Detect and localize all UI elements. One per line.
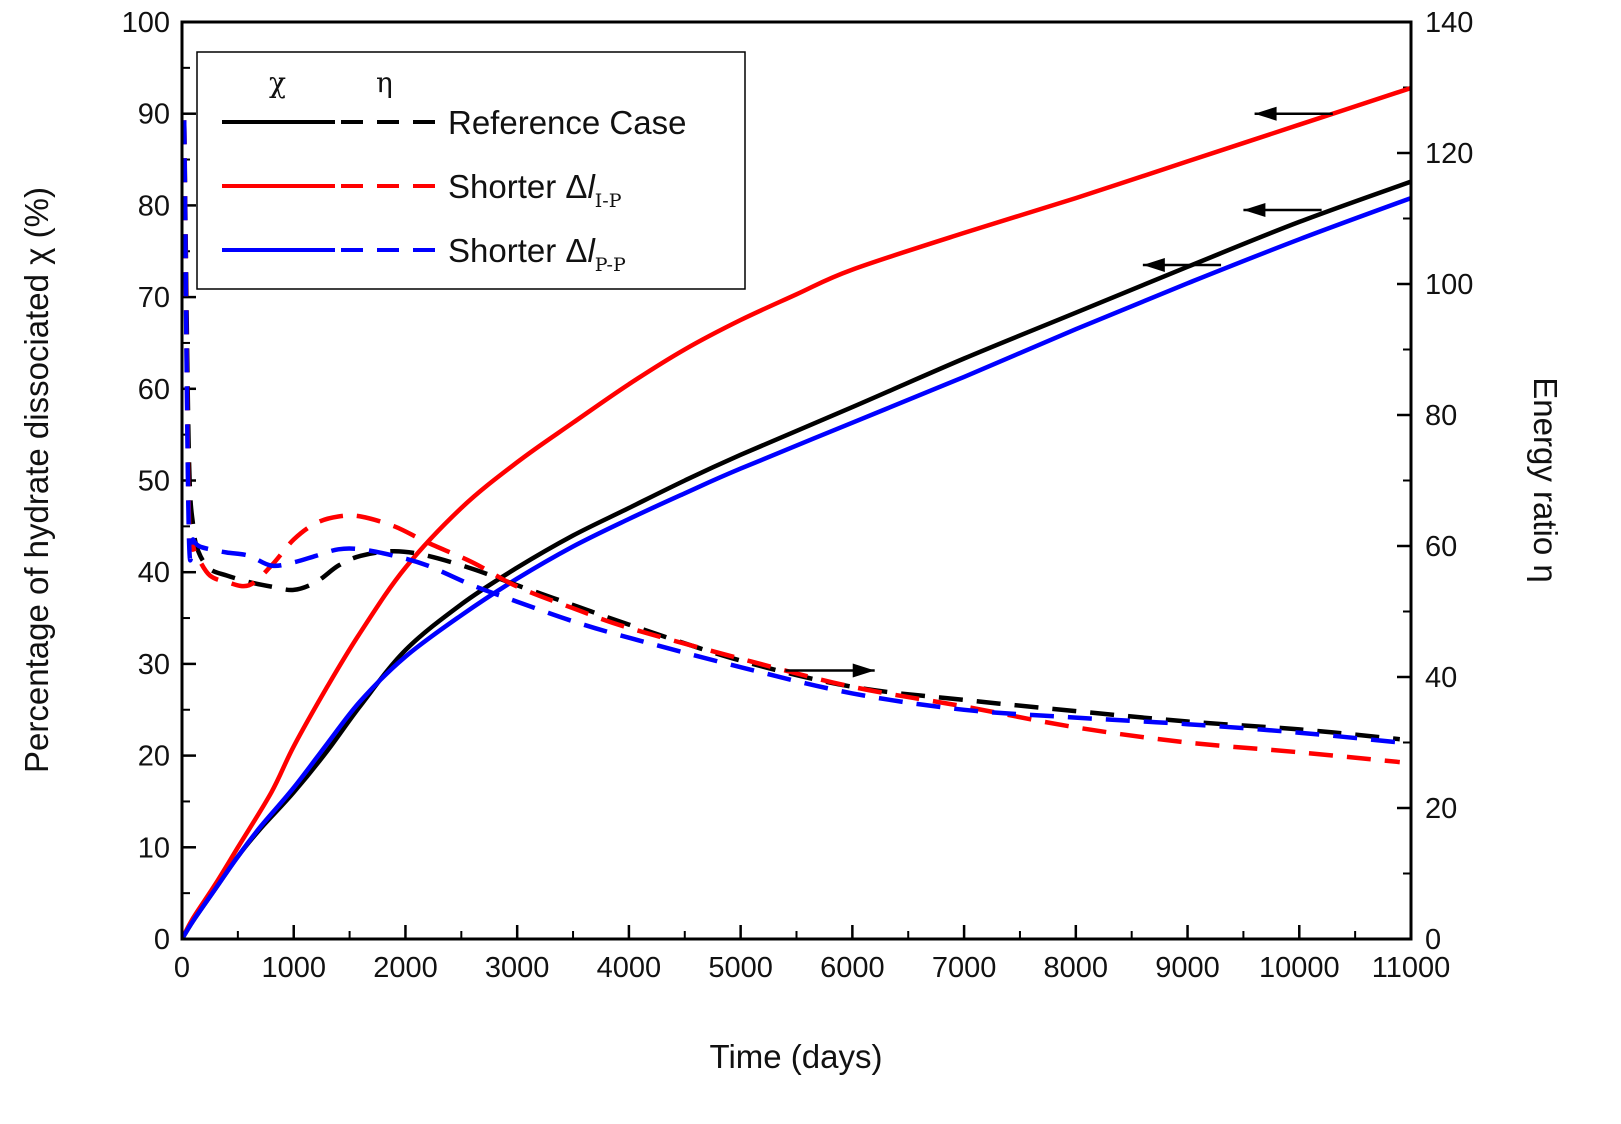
arrow-head	[1254, 106, 1277, 121]
y-left-tick-label: 40	[138, 557, 170, 589]
series-line-shorter-lp-p-	[182, 120, 1401, 745]
y-left-tick-label: 100	[122, 7, 170, 39]
x-tick-label: 1000	[261, 952, 326, 984]
x-axis-ticks: 0 1000 2000 3000 4000 5000 6000 7000 8000 9000 100…	[174, 925, 1450, 984]
y-right-tick-label: 40	[1425, 662, 1457, 694]
x-tick-label: 4000	[597, 952, 662, 984]
y-left-tick-label: 70	[138, 282, 170, 314]
y-right-tick-label: 80	[1425, 400, 1457, 432]
x-tick-label: 6000	[820, 952, 885, 984]
y-right-tick-label: 140	[1425, 7, 1473, 39]
series-line-shorter-li-p-	[182, 85, 1411, 939]
x-tick-label: 7000	[932, 952, 997, 984]
x-tick-label: 2000	[373, 952, 438, 984]
y-left-tick-label: 90	[138, 99, 170, 131]
arrow-head	[1243, 202, 1266, 217]
series-line-shorter-lp-p-	[182, 195, 1411, 939]
annotation-arrows	[785, 106, 1333, 678]
y-left-tick-label: 50	[138, 466, 170, 498]
y-left-axis-ticks: 0 10 20 30 40 50 60 70 80 90 100	[122, 7, 196, 956]
y-right-tick-label: 120	[1425, 138, 1473, 170]
y-left-tick-label: 20	[138, 741, 170, 773]
x-tick-label: 11000	[1372, 952, 1451, 984]
y-right-tick-label: 60	[1425, 531, 1457, 563]
x-axis-title: Time (days)	[710, 1038, 883, 1075]
x-tick-label: 3000	[485, 952, 550, 984]
x-tick-label: 0	[174, 952, 190, 984]
y-left-tick-label: 60	[138, 374, 170, 406]
y-left-axis-title: Percentage of hydrate dissociated χ (%)	[18, 187, 55, 773]
y-right-axis-ticks: 0 20 40 60 80 100 120 140	[1397, 7, 1473, 956]
legend-header-chi: χ	[269, 66, 286, 99]
x-tick-label: 5000	[708, 952, 773, 984]
y-left-tick-label: 80	[138, 190, 170, 222]
plot-frame	[180, 20, 1413, 941]
x-tick-label: 10000	[1259, 952, 1340, 984]
series-line-reference-case-	[182, 120, 1401, 742]
legend-label-ip: Shorter ΔlI-P	[448, 168, 622, 212]
y-right-tick-label: 100	[1425, 269, 1473, 301]
arrow-head	[852, 663, 875, 678]
y-right-tick-label: 20	[1425, 793, 1457, 825]
x-tick-label: 9000	[1155, 952, 1220, 984]
series-layer	[182, 85, 1411, 939]
y-left-tick-label: 0	[154, 924, 170, 956]
y-left-tick-label: 30	[138, 649, 170, 681]
x-tick-label: 8000	[1044, 952, 1109, 984]
legend: χ η Reference Case Shorter ΔlI-P Shorter…	[196, 51, 746, 290]
legend-label-pp: Shorter ΔlP-P	[448, 232, 626, 276]
legend-header-eta: η	[376, 66, 393, 99]
arrow-head	[1142, 258, 1165, 273]
y-right-axis-title: Energy ratio η	[1527, 377, 1564, 582]
legend-label-reference: Reference Case	[448, 104, 686, 141]
y-left-tick-label: 10	[138, 832, 170, 864]
y-right-tick-label: 0	[1425, 924, 1441, 956]
